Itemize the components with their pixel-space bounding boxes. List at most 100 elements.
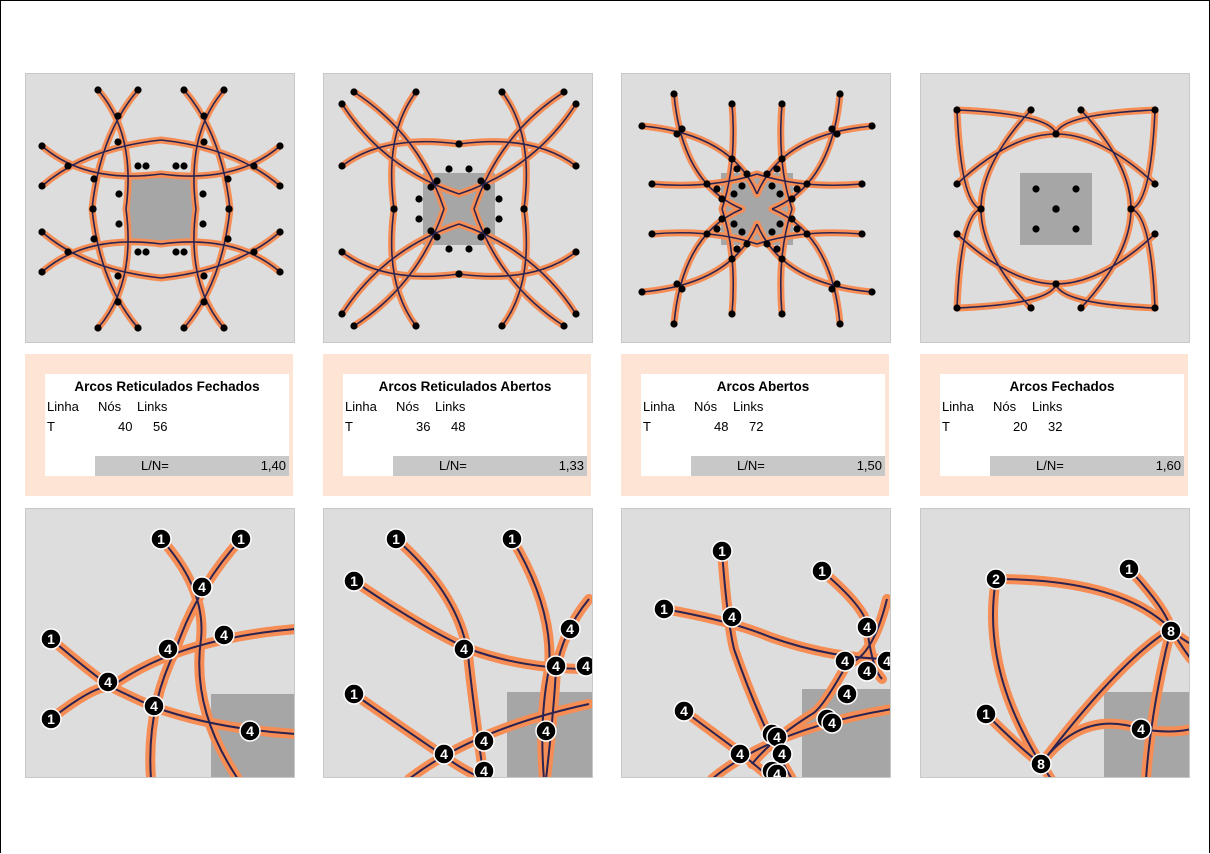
network-node [763, 170, 771, 178]
network-node [433, 177, 441, 185]
ratio-value: 1,33 [558, 458, 584, 473]
node-degree-label: 4 [883, 653, 891, 669]
node-degree-label: 4 [246, 723, 254, 739]
network-node [1077, 304, 1085, 312]
detail-diagram-abertos: 111444444441444444 [621, 508, 891, 778]
network-node [776, 190, 784, 198]
network-node [180, 162, 188, 170]
node-degree-label: 4 [680, 703, 688, 719]
nodes-value: 20 [1013, 419, 1028, 434]
network-node [673, 130, 681, 138]
arc-core [41, 139, 162, 187]
network-node [38, 142, 46, 150]
network-node [445, 165, 453, 173]
summary-card-reticulados-abertos: Arcos Reticulados Abertos Linha Nós Link… [323, 354, 591, 496]
network-node [560, 322, 568, 330]
arc-core [458, 103, 577, 195]
network-node [803, 230, 811, 238]
header-links: Links [137, 399, 168, 414]
nodes-value: 48 [714, 419, 729, 434]
node-degree-badge [975, 703, 997, 725]
arc-core [1040, 628, 1172, 765]
nodes-value: 36 [416, 419, 431, 434]
network-node [1127, 205, 1135, 213]
node-degree-label: 4 [440, 746, 448, 762]
pattern-diagram-fechados [920, 73, 1190, 343]
network-node [38, 228, 46, 236]
network-node [520, 205, 528, 213]
node-degree-badge [40, 708, 62, 730]
network-node [94, 324, 102, 332]
node-degree-label: 4 [736, 746, 744, 762]
node-degree-badge [771, 743, 793, 765]
network-node [433, 233, 441, 241]
arc-core [1055, 133, 1156, 185]
network-node [730, 220, 738, 228]
links-value: 56 [153, 419, 168, 434]
network-node [1072, 225, 1080, 233]
network-node [733, 165, 741, 173]
network-node [172, 248, 180, 256]
links-value: 48 [451, 419, 466, 434]
arc-core [673, 208, 743, 325]
ratio-bar: L/N= 1,60 [990, 456, 1184, 476]
header-links: Links [733, 399, 764, 414]
network-node [728, 310, 736, 318]
header-links: Links [435, 399, 466, 414]
network-node [220, 86, 228, 94]
arc-core [663, 608, 890, 660]
node-degree-label: 4 [728, 609, 736, 625]
network-node [465, 165, 473, 173]
node-degree-label: 1 [350, 686, 358, 702]
node-degree-label: 2 [992, 571, 1000, 587]
network-node [142, 248, 150, 256]
arc-core [1130, 109, 1156, 210]
node-degree-badge [535, 720, 557, 742]
network-node [788, 195, 796, 203]
arc-core [956, 208, 982, 309]
network-node [836, 320, 844, 328]
node-degree-label: 1 [47, 631, 55, 647]
arc-core [160, 538, 238, 777]
network-node [953, 106, 961, 114]
arc-core [1055, 283, 1156, 309]
node-degree-badge [239, 720, 261, 742]
network-node [738, 228, 746, 236]
network-node [678, 285, 686, 293]
node-degree-badge [545, 655, 567, 677]
node-degree-badge [40, 628, 62, 650]
node-degree-label: 4 [552, 658, 560, 674]
network-node [412, 88, 420, 96]
network-node [172, 162, 180, 170]
node-degree-label: 1 [660, 601, 668, 617]
node-degree-label: 1 [718, 543, 726, 559]
node-degree-label: 4 [480, 733, 488, 749]
summary-title: Arcos Abertos [716, 379, 810, 394]
network-node [713, 185, 721, 193]
arc-core [97, 208, 129, 329]
arc-core [756, 223, 873, 293]
center-square [721, 173, 793, 245]
network-node [483, 227, 491, 235]
network-node [638, 122, 646, 130]
arc-core [341, 251, 460, 278]
network-node [1032, 225, 1040, 233]
network-node [350, 322, 358, 330]
network-node [276, 228, 284, 236]
network-node [1072, 185, 1080, 193]
arc-core [980, 208, 1032, 309]
network-node [200, 112, 208, 120]
network-node [728, 100, 736, 108]
node-degree-badge [575, 655, 592, 677]
network-node [773, 245, 781, 253]
network-node [738, 182, 746, 190]
network-node [768, 228, 776, 236]
network-node [250, 248, 258, 256]
summary-table: Arcos Abertos Linha Nós Links T 48 72 L/… [641, 374, 885, 476]
arc-core [1080, 208, 1132, 309]
arc-core [341, 223, 460, 315]
detail-diagram-reticulados-fechados: 1 1 4 4 4 1 4 1 4 4 [25, 508, 295, 778]
network-node [427, 183, 435, 191]
arc-core [41, 241, 162, 273]
network-node [793, 225, 801, 233]
